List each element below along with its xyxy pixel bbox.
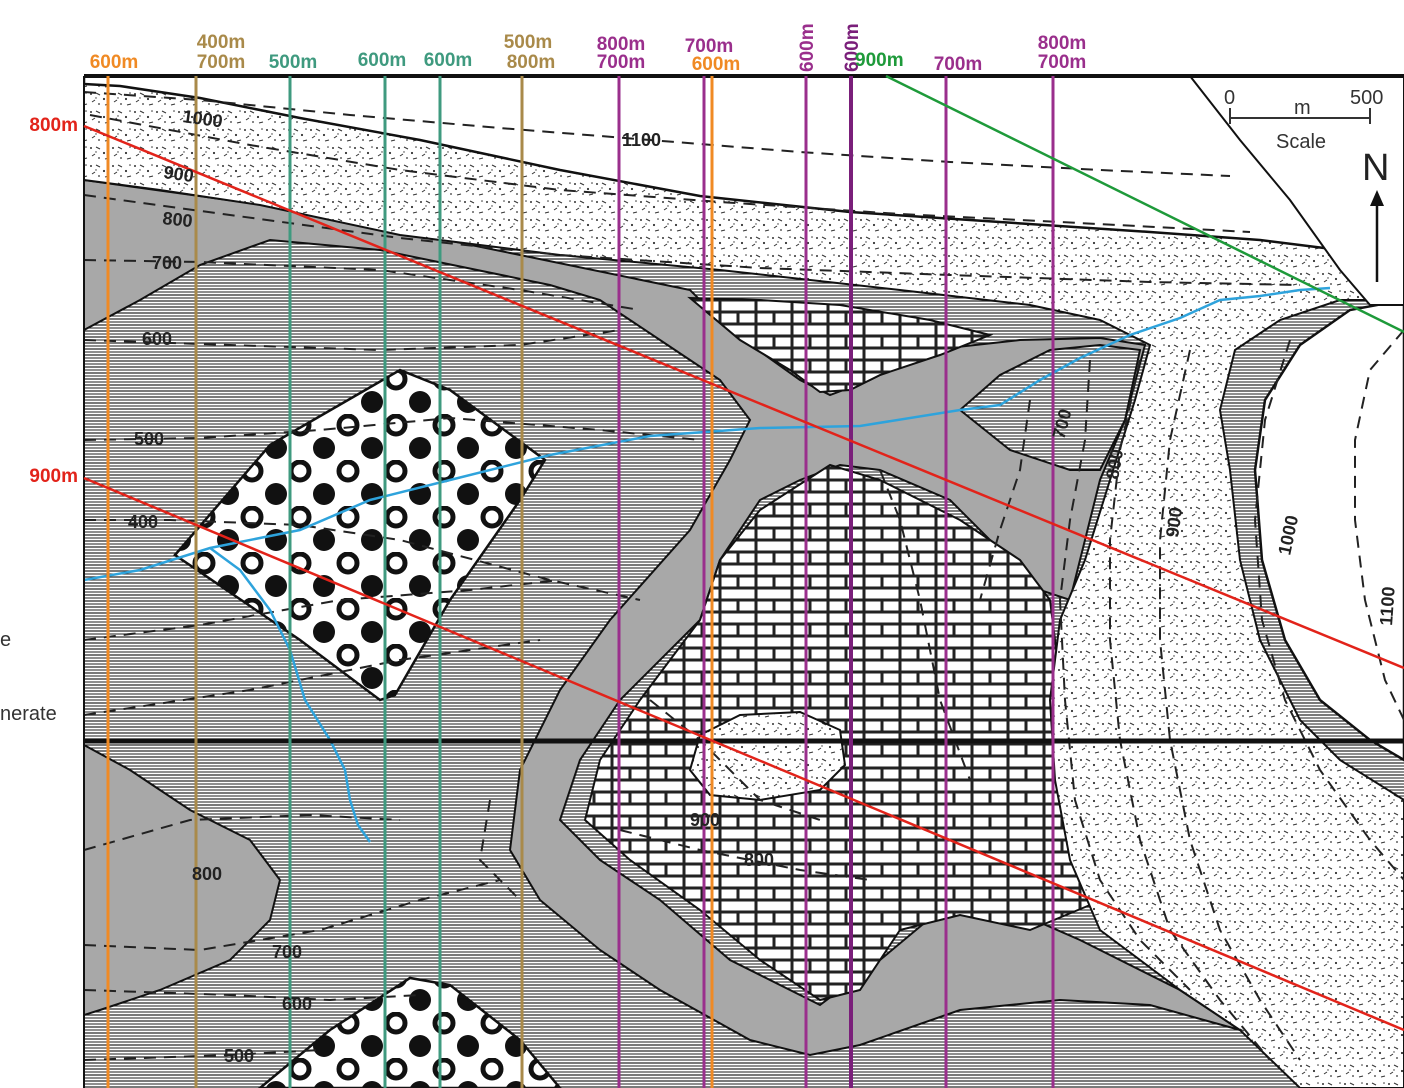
contour-label: 700 (272, 942, 302, 962)
contour-value-labels: 1000 1100 900 800 700 600 500 400 800 70… (128, 106, 1399, 1066)
section-header-label: 800m (507, 52, 556, 73)
section-header-label: 600m (797, 23, 818, 72)
section-header-label: 700m (1038, 52, 1087, 73)
section-header-label: 600m (90, 52, 139, 73)
contour-label: 600 (282, 994, 312, 1014)
contour-label: 400 (128, 512, 158, 532)
contour-label: 900 (690, 810, 720, 830)
section-header-label: 400m (197, 32, 246, 53)
scale-unit: m (1294, 97, 1311, 119)
section-header-label: 600m (842, 23, 863, 72)
section-header-label: 600m (358, 50, 407, 71)
section-header-label: 800m (597, 34, 646, 55)
section-header-label: 700m (597, 52, 646, 73)
section-header-label: 700m (197, 52, 246, 73)
scale-caption: Scale (1276, 131, 1326, 153)
vertical-section-lines (106, 76, 1055, 1088)
scale-end: 500 (1350, 87, 1383, 109)
contour-label: 700 (152, 253, 182, 273)
contour-label: 600 (142, 329, 172, 349)
limestone-body (583, 463, 1102, 1002)
section-header-label: 900m (855, 50, 904, 71)
section-header-label: 500m (269, 52, 318, 73)
ne-wedge (1188, 76, 1404, 306)
contour-label: 800 (192, 864, 222, 884)
circle-body-south (258, 976, 562, 1088)
diagonal-section-line (83, 124, 1404, 670)
contour-label: 800 (744, 850, 774, 870)
scale-bar: 0 m 500 Scale (1224, 87, 1383, 153)
scale-start: 0 (1224, 87, 1235, 109)
contour-label: 500 (134, 429, 164, 449)
legend-fragment: e (0, 629, 11, 651)
contour-label: 1100 (1376, 586, 1399, 626)
diagonal-section-line (83, 476, 1404, 1032)
north-label: N (1362, 147, 1389, 189)
section-header-label: 700m (685, 36, 734, 57)
stream-line (84, 286, 1331, 582)
section-header-label: 600m (424, 50, 473, 71)
section-header-label: 600m (692, 54, 741, 75)
white-core-east (1253, 298, 1404, 762)
circle-body-west (173, 368, 547, 702)
contour-label: 500 (224, 1046, 254, 1066)
contour-label: 900 (162, 162, 195, 186)
contour-label: 900 (1162, 506, 1186, 539)
legend-fragment: nerate (0, 703, 57, 725)
map-body (84, 76, 1404, 1088)
section-header-label: 700m (934, 54, 983, 75)
north-arrow-icon: N (1362, 147, 1389, 282)
diagonal-section-line (885, 74, 1404, 334)
section-header-label: 500m (504, 32, 553, 53)
conglomerate-belt (84, 76, 1404, 1088)
limestone-body-right (958, 343, 1142, 471)
limestone-body-upper (687, 296, 994, 394)
diagonal-label-900m: 900m (29, 466, 78, 487)
stream-branch (209, 546, 372, 843)
diagonal-label-800m: 800m (29, 115, 78, 136)
section-header-label: 800m (1038, 33, 1087, 54)
contour-label: 800 (162, 208, 194, 231)
contour-label: 1100 (622, 130, 661, 150)
diagonal-section-lines (83, 74, 1404, 1032)
